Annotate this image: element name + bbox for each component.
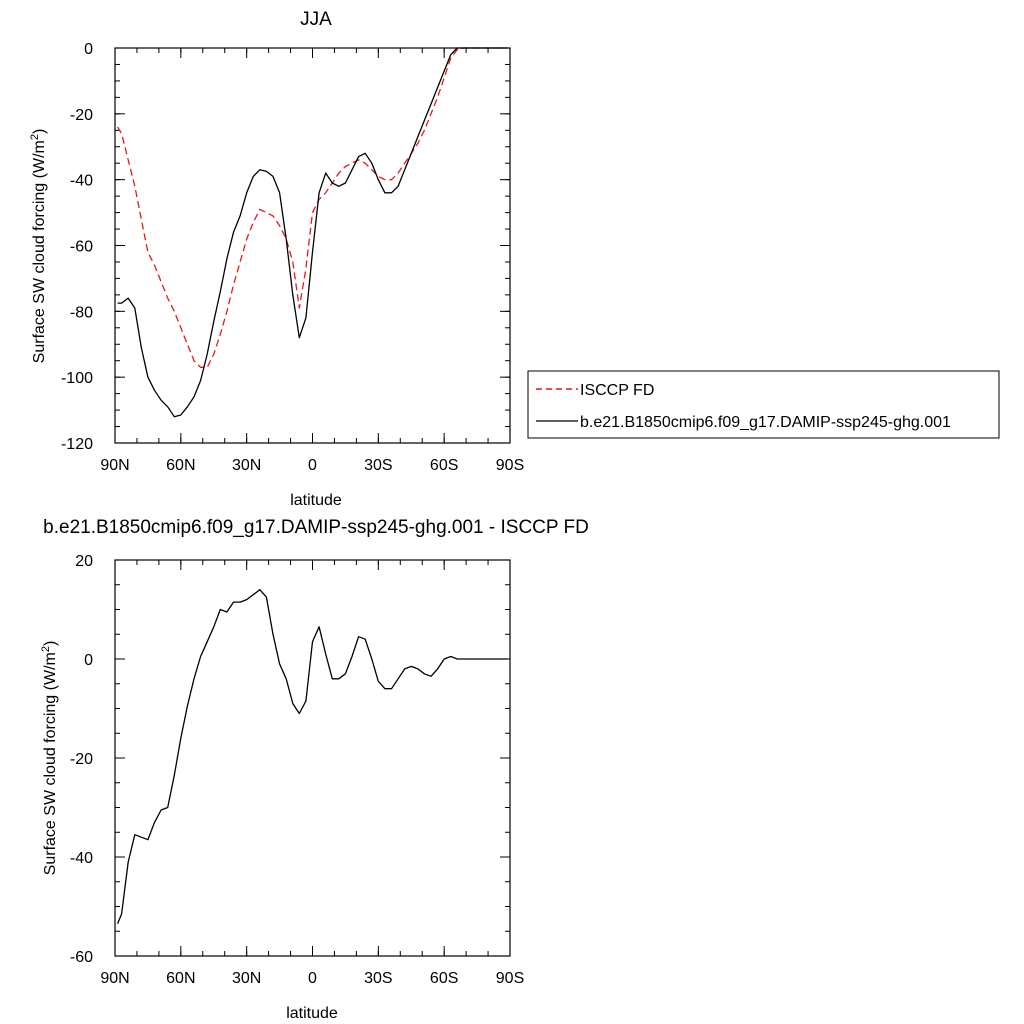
legend-label-isccp: ISCCP FD: [580, 382, 654, 399]
top-panel-series: [117, 47, 508, 418]
bottom-ylabel-main: Surface SW cloud forcing (W/m: [42, 652, 59, 875]
bottom-y-tick-label: -60: [70, 949, 93, 966]
top-y-tick-label: -80: [70, 304, 93, 321]
bottom-panel-series: [116, 589, 508, 925]
bottom-x-tick-label: 30S: [364, 970, 392, 987]
top-x-tick-label: 60N: [166, 457, 195, 474]
top-series-line-isccp-fd: [117, 47, 508, 368]
top-series-line-model: [117, 47, 508, 418]
top-y-tick-label: -60: [70, 239, 93, 256]
bottom-panel-axes: 90N 60N 30N 0 30S 60S 90S -60 -40 -20 0 20: [70, 553, 524, 987]
bottom-series-line-model: [116, 589, 508, 925]
top-ylabel-main: Surface SW cloud forcing (W/m: [31, 140, 48, 363]
top-x-tick-label: 0: [308, 457, 317, 474]
top-x-tick-label: 30N: [232, 457, 261, 474]
top-ylabel-tail: ): [31, 129, 48, 134]
bottom-ylabel-superscript: 2: [40, 646, 52, 652]
bottom-x-tick-label: 90S: [496, 970, 524, 987]
bottom-panel-xlabel: latitude: [286, 1005, 338, 1022]
top-ylabel-superscript: 2: [29, 134, 41, 140]
top-y-tick-label: -100: [61, 370, 93, 387]
bottom-x-tick-label: 0: [308, 970, 317, 987]
bottom-y-tick-label: -40: [70, 850, 93, 867]
bottom-y-tick-label: 20: [75, 553, 93, 570]
top-x-tick-label: 60S: [430, 457, 458, 474]
top-x-tick-label: 30S: [364, 457, 392, 474]
bottom-y-tick-label: 0: [84, 652, 93, 669]
top-panel-axes: 90N 60N 30N 0 30S 60S 90S -120 -100 -80 -60 -40 -20 0: [61, 41, 524, 474]
legend: ISCCP FD b.e21.B1850cmip6.f09_g17.DAMIP-…: [527, 370, 1000, 439]
top-x-tick-label: 90N: [100, 457, 129, 474]
bottom-x-tick-label: 30N: [232, 970, 261, 987]
bottom-x-tick-label: 90N: [100, 970, 129, 987]
top-y-tick-label: 0: [84, 41, 93, 58]
bottom-x-tick-label: 60S: [430, 970, 458, 987]
top-plot-frame: [114, 47, 511, 444]
bottom-panel-title: b.e21.B1850cmip6.f09_g17.DAMIP-ssp245-gh…: [43, 517, 589, 538]
top-panel-ylabel: Surface SW cloud forcing (W/m2): [29, 129, 48, 364]
bottom-ylabel-tail: ): [42, 641, 59, 646]
top-y-tick-label: -40: [70, 173, 93, 190]
legend-label-model: b.e21.B1850cmip6.f09_g17.DAMIP-ssp245-gh…: [580, 414, 951, 431]
bottom-panel-ylabel: Surface SW cloud forcing (W/m2): [40, 641, 59, 876]
top-panel-title: JJA: [300, 9, 332, 30]
top-y-tick-label: -120: [61, 436, 93, 453]
top-panel: JJA 90N 60N 30N 0 30S 60S 90S -120 -100 -80 -60 -40…: [29, 9, 524, 509]
top-x-tick-label: 90S: [496, 457, 524, 474]
legend-box: [527, 370, 1000, 439]
top-panel-xlabel: latitude: [290, 492, 342, 509]
bottom-plot-frame: [114, 559, 511, 957]
bottom-panel: b.e21.B1850cmip6.f09_g17.DAMIP-ssp245-gh…: [40, 517, 589, 1022]
bottom-y-tick-label: -20: [70, 751, 93, 768]
top-y-tick-label: -20: [70, 107, 93, 124]
bottom-x-tick-label: 60N: [166, 970, 195, 987]
